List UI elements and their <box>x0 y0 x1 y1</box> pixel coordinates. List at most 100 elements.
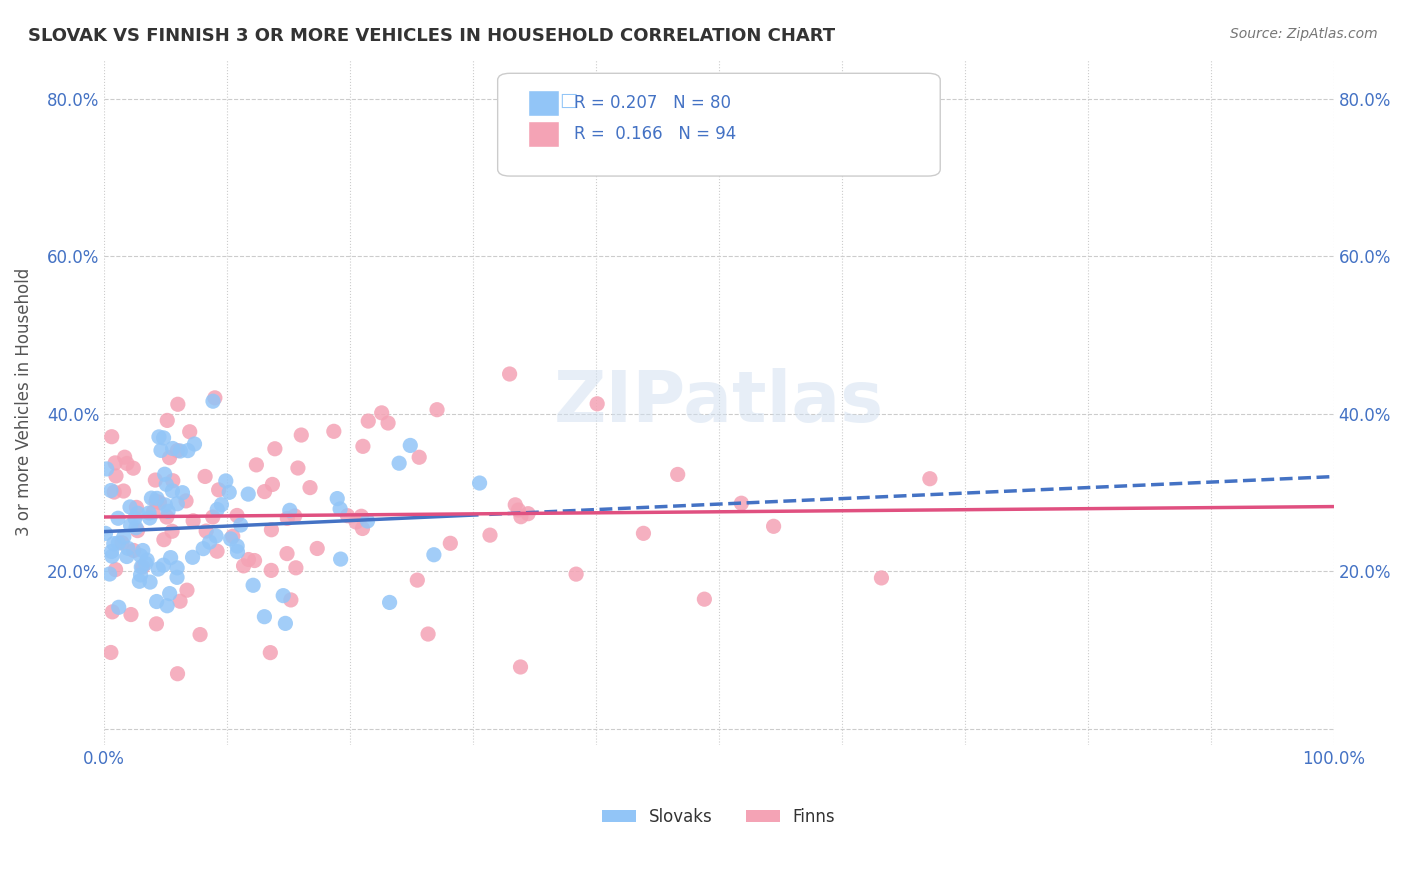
Point <box>114 450 136 465</box>
Point <box>205 529 228 543</box>
FancyBboxPatch shape <box>498 73 941 176</box>
Point <box>377 416 399 430</box>
Point <box>498 367 520 381</box>
Point <box>260 563 283 577</box>
Point <box>125 521 148 535</box>
Point <box>229 518 252 533</box>
Text: ZIPatlas: ZIPatlas <box>554 368 884 436</box>
Point <box>150 443 173 458</box>
Y-axis label: 3 or more Vehicles in Household: 3 or more Vehicles in Household <box>15 268 32 536</box>
Point <box>280 593 302 607</box>
Point <box>245 458 267 472</box>
Point <box>136 553 159 567</box>
Point <box>112 530 135 544</box>
Point <box>148 430 170 444</box>
Point <box>104 456 127 470</box>
Point <box>263 442 285 456</box>
Text: Source: ZipAtlas.com: Source: ZipAtlas.com <box>1230 27 1378 41</box>
Point <box>565 567 588 582</box>
Point <box>222 529 245 543</box>
Point <box>276 511 298 525</box>
Point <box>181 550 204 565</box>
Point <box>299 481 322 495</box>
Legend: Slovaks, Finns: Slovaks, Finns <box>596 801 842 832</box>
Point <box>104 469 127 483</box>
Point <box>129 568 152 582</box>
Point <box>468 476 491 491</box>
Point <box>176 583 198 598</box>
Point <box>276 547 298 561</box>
Point <box>153 467 176 482</box>
Point <box>148 562 170 576</box>
Point <box>329 552 352 566</box>
Point <box>115 549 138 564</box>
Point <box>198 535 221 549</box>
Point <box>260 523 283 537</box>
Point <box>322 425 344 439</box>
Point <box>166 497 188 511</box>
Point <box>918 472 941 486</box>
Text: R = 0.207   N = 80: R = 0.207 N = 80 <box>574 94 731 112</box>
Point <box>111 536 134 550</box>
Point <box>139 575 162 590</box>
Point <box>145 594 167 608</box>
Point <box>122 461 145 475</box>
Point <box>125 500 148 515</box>
Point <box>100 430 122 444</box>
Point <box>870 571 893 585</box>
FancyBboxPatch shape <box>529 121 560 147</box>
Point <box>274 616 297 631</box>
Point <box>101 605 124 619</box>
Point <box>388 456 411 470</box>
Point <box>156 413 179 427</box>
Point <box>179 425 201 439</box>
Point <box>209 498 232 512</box>
Point <box>120 607 142 622</box>
Point <box>146 491 169 506</box>
Point <box>153 533 176 547</box>
Point <box>399 438 422 452</box>
Point <box>439 536 461 550</box>
Point <box>139 511 162 525</box>
Point <box>329 502 352 516</box>
Point <box>226 544 249 558</box>
Point <box>107 536 129 550</box>
Point <box>112 483 135 498</box>
Point <box>357 414 380 428</box>
Point <box>129 549 152 563</box>
Point <box>259 646 281 660</box>
Point <box>307 541 329 556</box>
Point <box>166 666 188 681</box>
Point <box>156 599 179 613</box>
Point <box>356 514 378 528</box>
Point <box>177 443 200 458</box>
Point <box>107 511 129 525</box>
Text: R =  0.166   N = 94: R = 0.166 N = 94 <box>574 125 737 144</box>
Point <box>159 586 181 600</box>
Point <box>509 660 531 674</box>
Point <box>132 543 155 558</box>
Point <box>120 518 142 533</box>
Point <box>193 541 215 556</box>
Point <box>141 491 163 505</box>
Point <box>218 485 240 500</box>
Point <box>117 541 139 556</box>
Point <box>98 567 121 582</box>
Point <box>478 528 501 542</box>
Point <box>145 494 167 508</box>
Point <box>145 616 167 631</box>
Point <box>128 574 150 589</box>
Point <box>426 402 449 417</box>
Point <box>344 515 367 529</box>
Point <box>152 431 174 445</box>
Point <box>219 532 242 546</box>
Point <box>238 552 260 566</box>
Point <box>370 406 392 420</box>
Point <box>508 503 530 517</box>
Point <box>166 570 188 584</box>
Point <box>148 495 170 509</box>
Point <box>215 474 238 488</box>
Point <box>352 521 374 535</box>
Point <box>155 477 177 491</box>
Point <box>510 509 533 524</box>
